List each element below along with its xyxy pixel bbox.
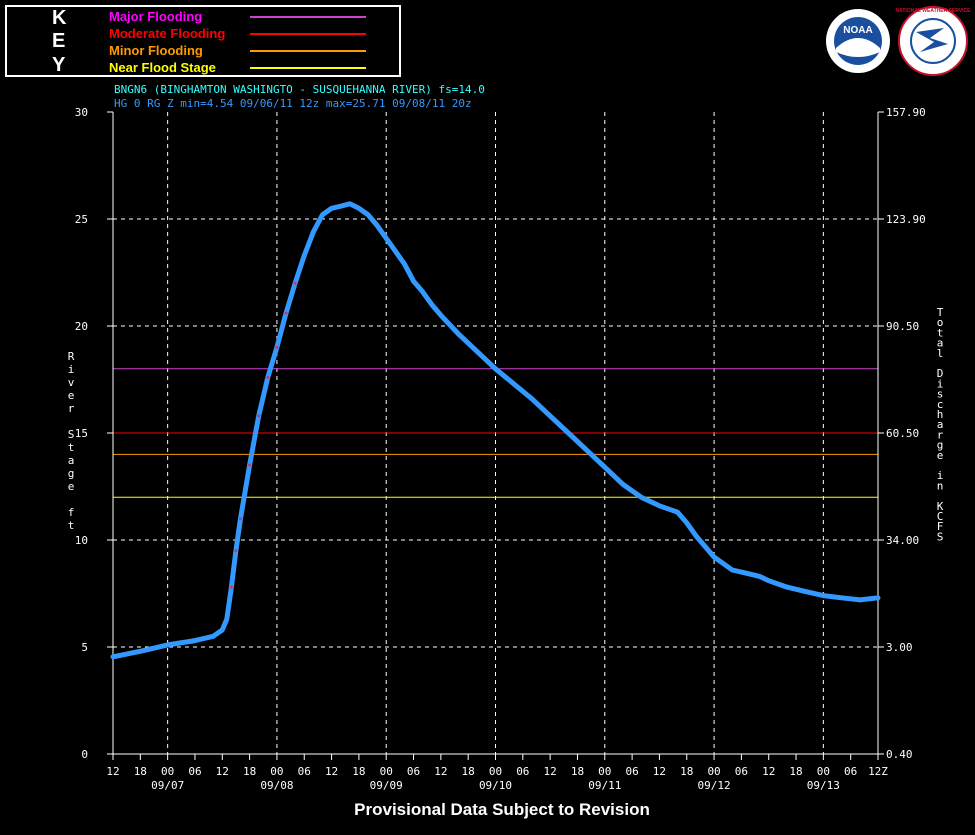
min-max-info: HG 0 RG Z min=4.54 09/06/11 12z max=25.7… (114, 97, 472, 110)
key-label-1: Moderate Flooding (109, 26, 225, 41)
x-hour-label: 06 (735, 765, 748, 778)
y-tick-label-left: 10 (75, 534, 88, 547)
noaa-logo: NOAA (826, 9, 890, 73)
y-tick-label-left: 25 (75, 213, 88, 226)
x-hour-label: 12 (106, 765, 119, 778)
x-hour-label: 00 (161, 765, 174, 778)
y-tick-label-right: 90.50 (886, 320, 919, 333)
x-hour-label: 12Z (868, 765, 888, 778)
y-tick-label-right: 60.50 (886, 427, 919, 440)
x-date-label: 09/12 (698, 779, 731, 792)
key-letter-y: Y (52, 54, 66, 76)
flood-stage-lines (113, 368, 878, 498)
data-point (275, 345, 279, 349)
key-label-0: Major Flooding (109, 9, 202, 24)
nws-logo: NATIONAL WEATHER SERVICE (896, 6, 972, 76)
series-layer (110, 201, 881, 660)
x-hour-label: 00 (817, 765, 830, 778)
y-tick-label-right: 157.90 (886, 106, 926, 119)
x-hour-label: 12 (544, 765, 557, 778)
data-point (257, 414, 261, 418)
data-point (284, 311, 288, 315)
y-tick-label-right: 34.00 (886, 534, 919, 547)
x-date-label: 09/10 (479, 779, 512, 792)
x-date-label: 09/08 (260, 779, 293, 792)
x-hour-label: 00 (489, 765, 502, 778)
x-date-label: 09/11 (588, 779, 621, 792)
x-date-label: 09/13 (807, 779, 840, 792)
key-label-3: Near Flood Stage (109, 60, 216, 75)
y-tick-label-left: 20 (75, 320, 88, 333)
x-hour-label: 06 (298, 765, 311, 778)
key-letter-e: E (52, 30, 65, 52)
x-hour-label: 00 (380, 765, 393, 778)
x-hour-label: 12 (434, 765, 447, 778)
nws-logo-text: NATIONAL WEATHER SERVICE (896, 8, 972, 14)
x-hour-label: 06 (625, 765, 638, 778)
x-hour-label: 12 (325, 765, 338, 778)
y-tick-label-left: 5 (81, 641, 88, 654)
x-hour-label: 00 (598, 765, 611, 778)
stage-series-line (110, 201, 881, 660)
data-point (239, 517, 242, 521)
key-label-2: Minor Flooding (109, 43, 203, 58)
x-date-label: 09/07 (151, 779, 184, 792)
y-tick-label-left: 30 (75, 106, 88, 119)
axes-layer: 0 0.40 5 3.00 10 34.00 15 60.50 20 90.50 25 123.90 3… (75, 106, 926, 792)
y-tick-label-left: 15 (75, 427, 88, 440)
x-hour-label: 18 (680, 765, 693, 778)
data-point (293, 281, 297, 285)
noaa-logo-text: NOAA (843, 25, 872, 36)
x-hour-label: 06 (516, 765, 529, 778)
x-hour-label: 06 (407, 765, 420, 778)
data-point (266, 375, 270, 379)
x-hour-label: 12 (653, 765, 666, 778)
x-hour-label: 18 (789, 765, 802, 778)
x-hour-label: 18 (462, 765, 475, 778)
provisional-footer: Provisional Data Subject to Revision (354, 800, 650, 819)
x-hour-label: 00 (270, 765, 283, 778)
x-hour-label: 18 (243, 765, 256, 778)
station-title: BNGN6 (BINGHAMTON WASHINGTO - SUSQUEHANN… (114, 83, 485, 96)
data-point (229, 585, 233, 589)
data-point (248, 463, 252, 467)
y-tick-label-right: 123.90 (886, 213, 926, 226)
x-hour-label: 06 (844, 765, 857, 778)
y-tick-label-left: 0 (81, 748, 88, 761)
x-hour-label: 12 (762, 765, 775, 778)
key-letter-k: K (52, 7, 67, 29)
x-hour-label: 18 (134, 765, 147, 778)
x-date-label: 09/09 (370, 779, 403, 792)
flood-key-legend: K E Y Major Flooding Moderate Flooding Min… (5, 5, 401, 77)
x-hour-label: 12 (216, 765, 229, 778)
x-hour-label: 06 (188, 765, 201, 778)
x-hour-label: 00 (707, 765, 720, 778)
data-point (234, 549, 238, 553)
x-hour-label: 18 (352, 765, 365, 778)
y-tick-label-right: 0.40 (886, 748, 913, 761)
y-tick-label-right: 3.00 (886, 641, 913, 654)
x-hour-label: 18 (571, 765, 584, 778)
